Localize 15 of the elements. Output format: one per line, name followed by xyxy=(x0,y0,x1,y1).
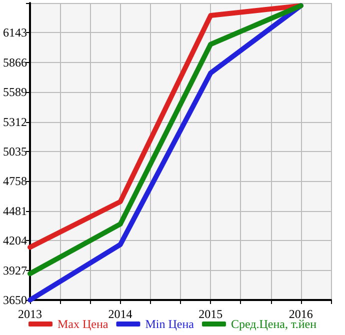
y-tick-label: 4204 xyxy=(3,234,27,248)
y-tick-label: 6143 xyxy=(3,26,27,40)
y-tick-label: 5589 xyxy=(3,85,27,100)
legend-label: Min Цена xyxy=(145,317,195,331)
y-tick-label: 4758 xyxy=(3,174,27,188)
x-tick-label: 2015 xyxy=(198,307,223,321)
x-tick-label: 2013 xyxy=(18,307,42,321)
y-tick-label: 3927 xyxy=(3,263,27,278)
y-tick-label: 5312 xyxy=(3,114,27,129)
y-tick-label: 4481 xyxy=(3,204,27,218)
y-tick-label: 3650 xyxy=(3,293,27,307)
x-tick-label: 2014 xyxy=(108,307,132,321)
y-tick-label: 5035 xyxy=(3,144,27,158)
y-tick-label: 5866 xyxy=(3,55,27,70)
legend-label: Max Цена xyxy=(57,317,109,331)
